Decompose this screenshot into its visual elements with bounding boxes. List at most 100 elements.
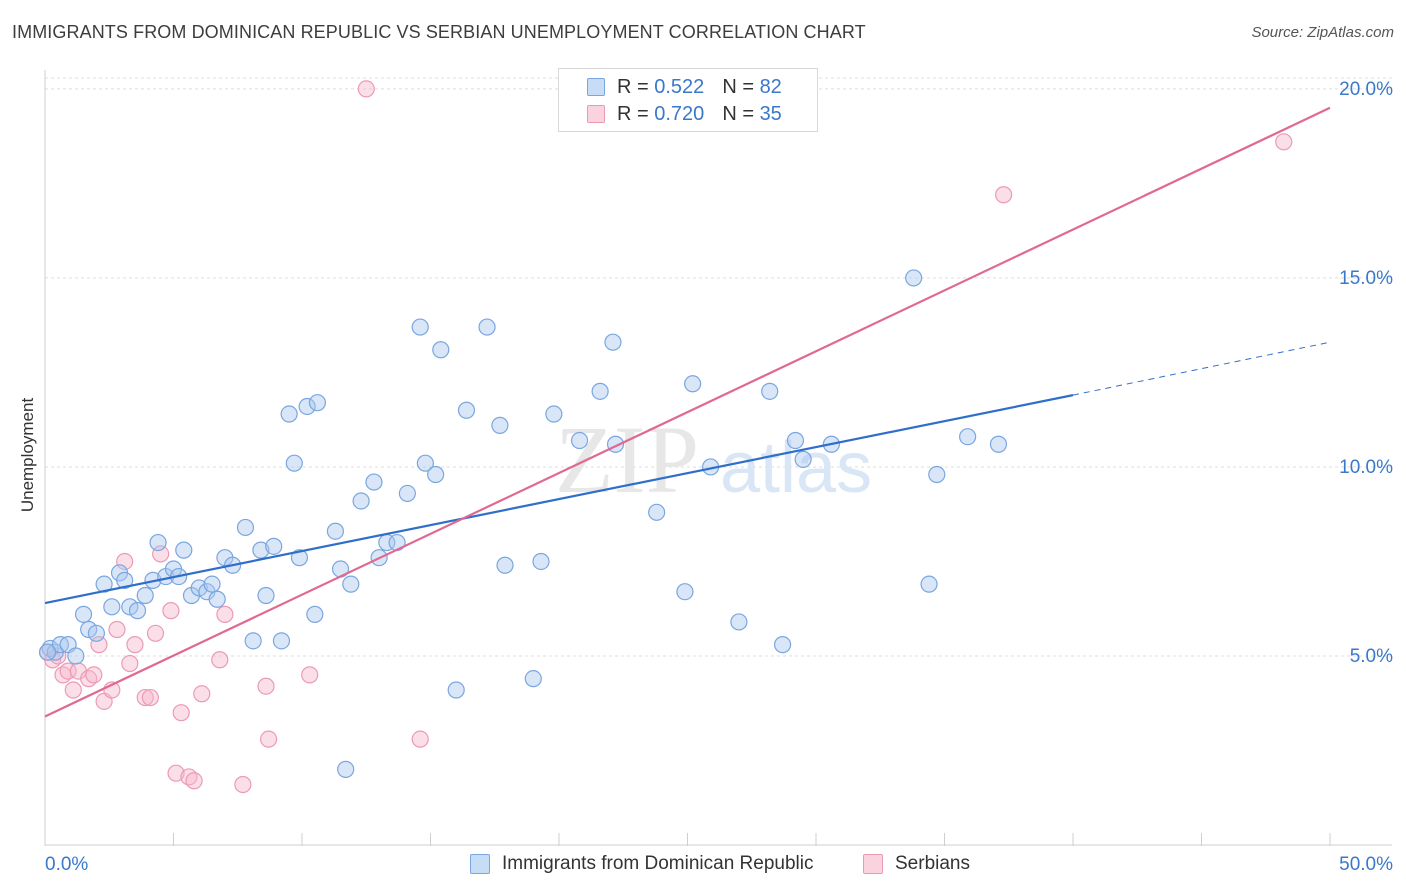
serbian-point (85, 666, 103, 684)
legend-n-label: N = (722, 75, 754, 98)
dominican-point (128, 602, 147, 620)
y-tick-label: 15.0% (1339, 268, 1393, 289)
dominican-point (496, 556, 514, 574)
dominican-point (308, 394, 327, 412)
serbian-point (185, 772, 203, 790)
dominican-point (989, 435, 1008, 453)
correlation-legend: R = 0.522 N = 82 R = 0.720 N = 35 (558, 68, 818, 132)
dominican-point (427, 465, 445, 484)
x-tick-label-max: 50.0% (1339, 854, 1393, 875)
dominican-point (532, 552, 550, 571)
serbian-point (1275, 133, 1293, 151)
bottom-legend-serbians[interactable]: Serbians (863, 851, 970, 877)
serbian-point (259, 730, 278, 748)
serbian-point (257, 677, 275, 695)
dominican-point (676, 583, 694, 601)
serbian-point (172, 704, 190, 722)
legend-swatch-pink (587, 105, 605, 123)
y-tick-label: 5.0% (1350, 646, 1393, 667)
dominican-point (352, 492, 370, 510)
gridlines (45, 77, 1392, 657)
dominican-point (478, 318, 496, 336)
dominican-point (272, 632, 291, 650)
dominican-points (38, 269, 1008, 778)
dominican-point (398, 484, 416, 503)
serbian-point (216, 605, 234, 623)
dominican-point (648, 503, 666, 521)
legend-series-label: Immigrants from Dominican Republic (502, 853, 814, 874)
tick-labels: 5.0% 10.0% 15.0% 20.0% 0.0% 50.0% (45, 79, 1393, 875)
trend-lines (44, 106, 1331, 718)
dominican-point (447, 681, 465, 699)
dominican-point (794, 450, 812, 468)
dominican-point (149, 533, 167, 552)
dominican-point (298, 397, 316, 416)
legend-n-value: 82 (759, 75, 782, 98)
serbian-point (126, 636, 144, 654)
serbian-point (146, 624, 165, 642)
serbian-point (301, 666, 319, 684)
dominican-point (337, 760, 355, 778)
dominican-point (306, 605, 324, 623)
dominican-point (103, 598, 121, 616)
dominican-point (905, 269, 923, 287)
dominican-point (116, 571, 134, 589)
dominican-trend-line (44, 394, 1074, 605)
legend-swatch-blue (470, 854, 490, 874)
legend-n-label: N = (722, 102, 754, 125)
y-tick-label: 20.0% (1339, 79, 1393, 100)
serbian-point (167, 764, 185, 782)
dominican-point (38, 643, 57, 661)
serbian-point (162, 602, 180, 620)
dominican-point (252, 541, 270, 559)
serbian-point (234, 775, 252, 794)
dominican-point (342, 575, 360, 593)
dominican-point (257, 586, 275, 605)
dominican-point (411, 318, 429, 336)
serbian-point (211, 651, 229, 669)
bottom-legend-dominican[interactable]: Immigrants from Dominican Republic (470, 851, 814, 877)
dominican-point (491, 416, 509, 434)
y-tick-label: 10.0% (1339, 457, 1393, 478)
serbian-point (136, 688, 154, 707)
legend-swatch-blue (587, 78, 605, 96)
dominican-point (280, 405, 298, 423)
serbian-point (411, 730, 429, 748)
serbian-point (193, 685, 211, 703)
serbian-point (108, 620, 126, 639)
dominican-point (326, 522, 345, 540)
serbian-point (357, 80, 375, 98)
dominican-point (365, 473, 383, 491)
legend-series-label: Serbians (895, 853, 970, 874)
serbians-points (38, 80, 1293, 794)
dominican-point (920, 575, 938, 593)
legend-r-label: R = (617, 102, 649, 125)
dominican-point (457, 401, 476, 419)
source-label: Source: ZipAtlas.com (1251, 24, 1394, 41)
dominican-point (203, 575, 221, 593)
dominican-point (208, 590, 226, 608)
x-tick-label-min: 0.0% (45, 854, 88, 875)
legend-r-value: 0.522 (654, 75, 705, 98)
dominican-point (285, 454, 303, 472)
dominican-point (265, 537, 283, 555)
dominican-point (136, 586, 154, 605)
watermark-zip: ZIP (555, 406, 699, 513)
dominican-point (684, 375, 702, 393)
dominican-point (928, 465, 946, 484)
legend-swatch-pink (863, 854, 883, 874)
dominican-trend-extension (1072, 341, 1331, 396)
serbian-point (995, 186, 1013, 204)
legend-row-serbians: R = 0.720 N = 35 (587, 102, 782, 126)
dominican-point (175, 541, 193, 559)
legend-r-value: 0.720 (654, 102, 705, 125)
dominican-point (87, 624, 106, 642)
dominican-point (290, 549, 309, 567)
dominican-point (74, 605, 93, 623)
dominican-point (67, 647, 85, 665)
dominican-point (786, 431, 805, 450)
chart-title: IMMIGRANTS FROM DOMINICAN REPUBLIC VS SE… (12, 22, 866, 42)
dominican-point (773, 636, 792, 654)
dominican-point (432, 341, 450, 359)
